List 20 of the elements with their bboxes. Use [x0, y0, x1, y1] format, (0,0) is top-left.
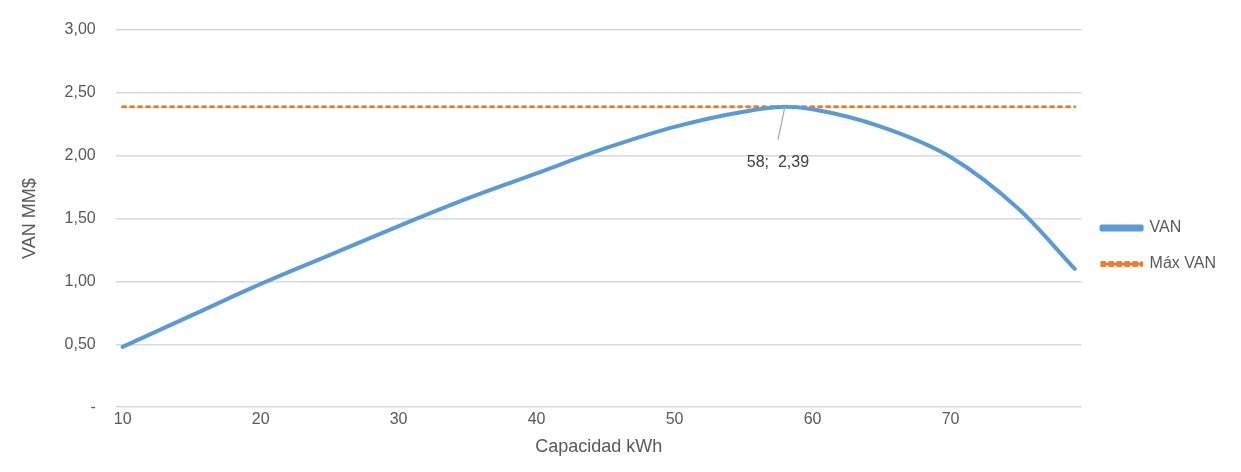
x-axis-title: Capacidad kWh: [535, 436, 663, 457]
x-tick-label: 10: [113, 410, 132, 428]
line-series: [120, 104, 1077, 349]
x-tick-label: 60: [803, 410, 822, 428]
y-tick-label: 3,00: [64, 20, 96, 38]
y-tick-label: 1,00: [64, 271, 96, 289]
x-tick-label: 40: [527, 410, 546, 428]
y-tick-label: 2,50: [64, 83, 96, 101]
annotation: 58; 2,39: [746, 153, 810, 171]
x-tick-label: 20: [251, 410, 270, 428]
x-tick-label: 50: [665, 410, 684, 428]
legend-label: Máx VAN: [1149, 254, 1217, 272]
x-tick-label: 70: [941, 410, 960, 428]
y-axis-title: VAN MM$: [18, 178, 39, 259]
legend-label: VAN: [1149, 218, 1182, 236]
y-tick-label: 1,50: [64, 209, 96, 227]
y-tick-label: -: [90, 397, 96, 415]
y-tick-label: 2,00: [64, 146, 96, 164]
y-tick-label: 0,50: [64, 334, 96, 352]
x-tick-label: 30: [389, 410, 408, 428]
